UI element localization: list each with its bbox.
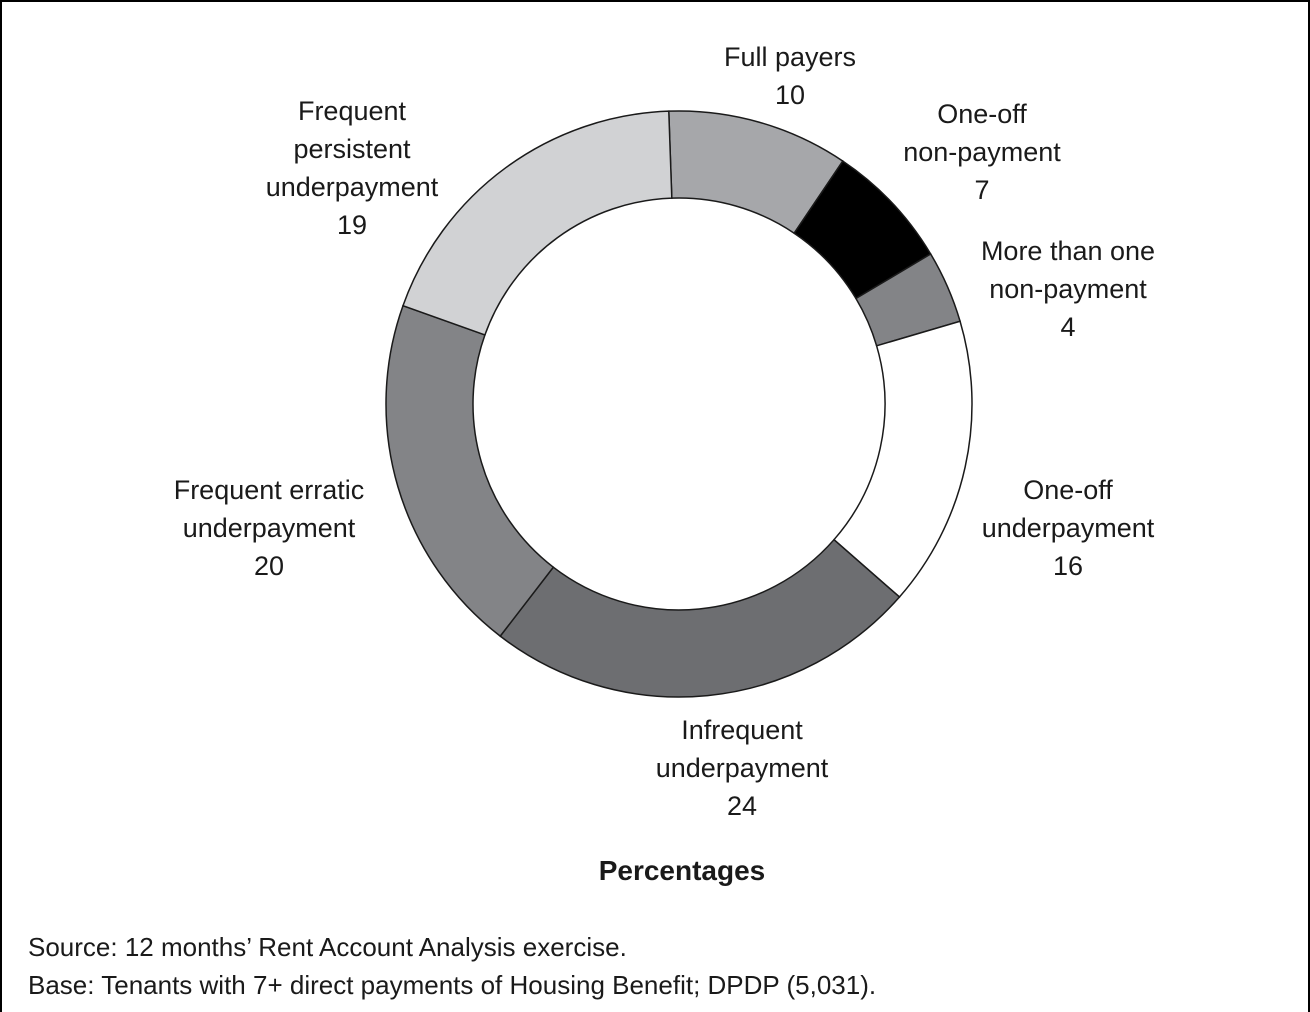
slice-5 bbox=[385, 304, 555, 638]
slice-label-1: One-off non-payment 7 bbox=[903, 99, 1061, 205]
chart-xlabel: Percentages bbox=[599, 855, 766, 886]
slice-label-3: One-off underpayment 16 bbox=[982, 475, 1155, 581]
slices-group bbox=[385, 110, 973, 698]
slice-6 bbox=[402, 110, 673, 336]
slice-3 bbox=[832, 320, 973, 599]
slice-label-0: Full payers 10 bbox=[724, 42, 856, 110]
base-note: Base: Tenants with 7+ direct payments of… bbox=[28, 970, 877, 1000]
source-note: Source: 12 months’ Rent Account Analysis… bbox=[28, 932, 627, 962]
slice-label-2: More than one non-payment 4 bbox=[981, 236, 1155, 342]
labels-group: Full payers 10 One-off non-payment 7 More tha… bbox=[174, 42, 1155, 821]
slice-label-4: Infrequent underpayment 24 bbox=[656, 715, 829, 821]
slice-label-6: Frequent persistent underpayment 19 bbox=[266, 96, 439, 240]
slice-4 bbox=[499, 538, 901, 698]
slice-label-5: Frequent erratic underpayment 20 bbox=[174, 475, 365, 581]
donut-chart: Full payers 10 One-off non-payment 7 More tha… bbox=[174, 42, 1155, 886]
